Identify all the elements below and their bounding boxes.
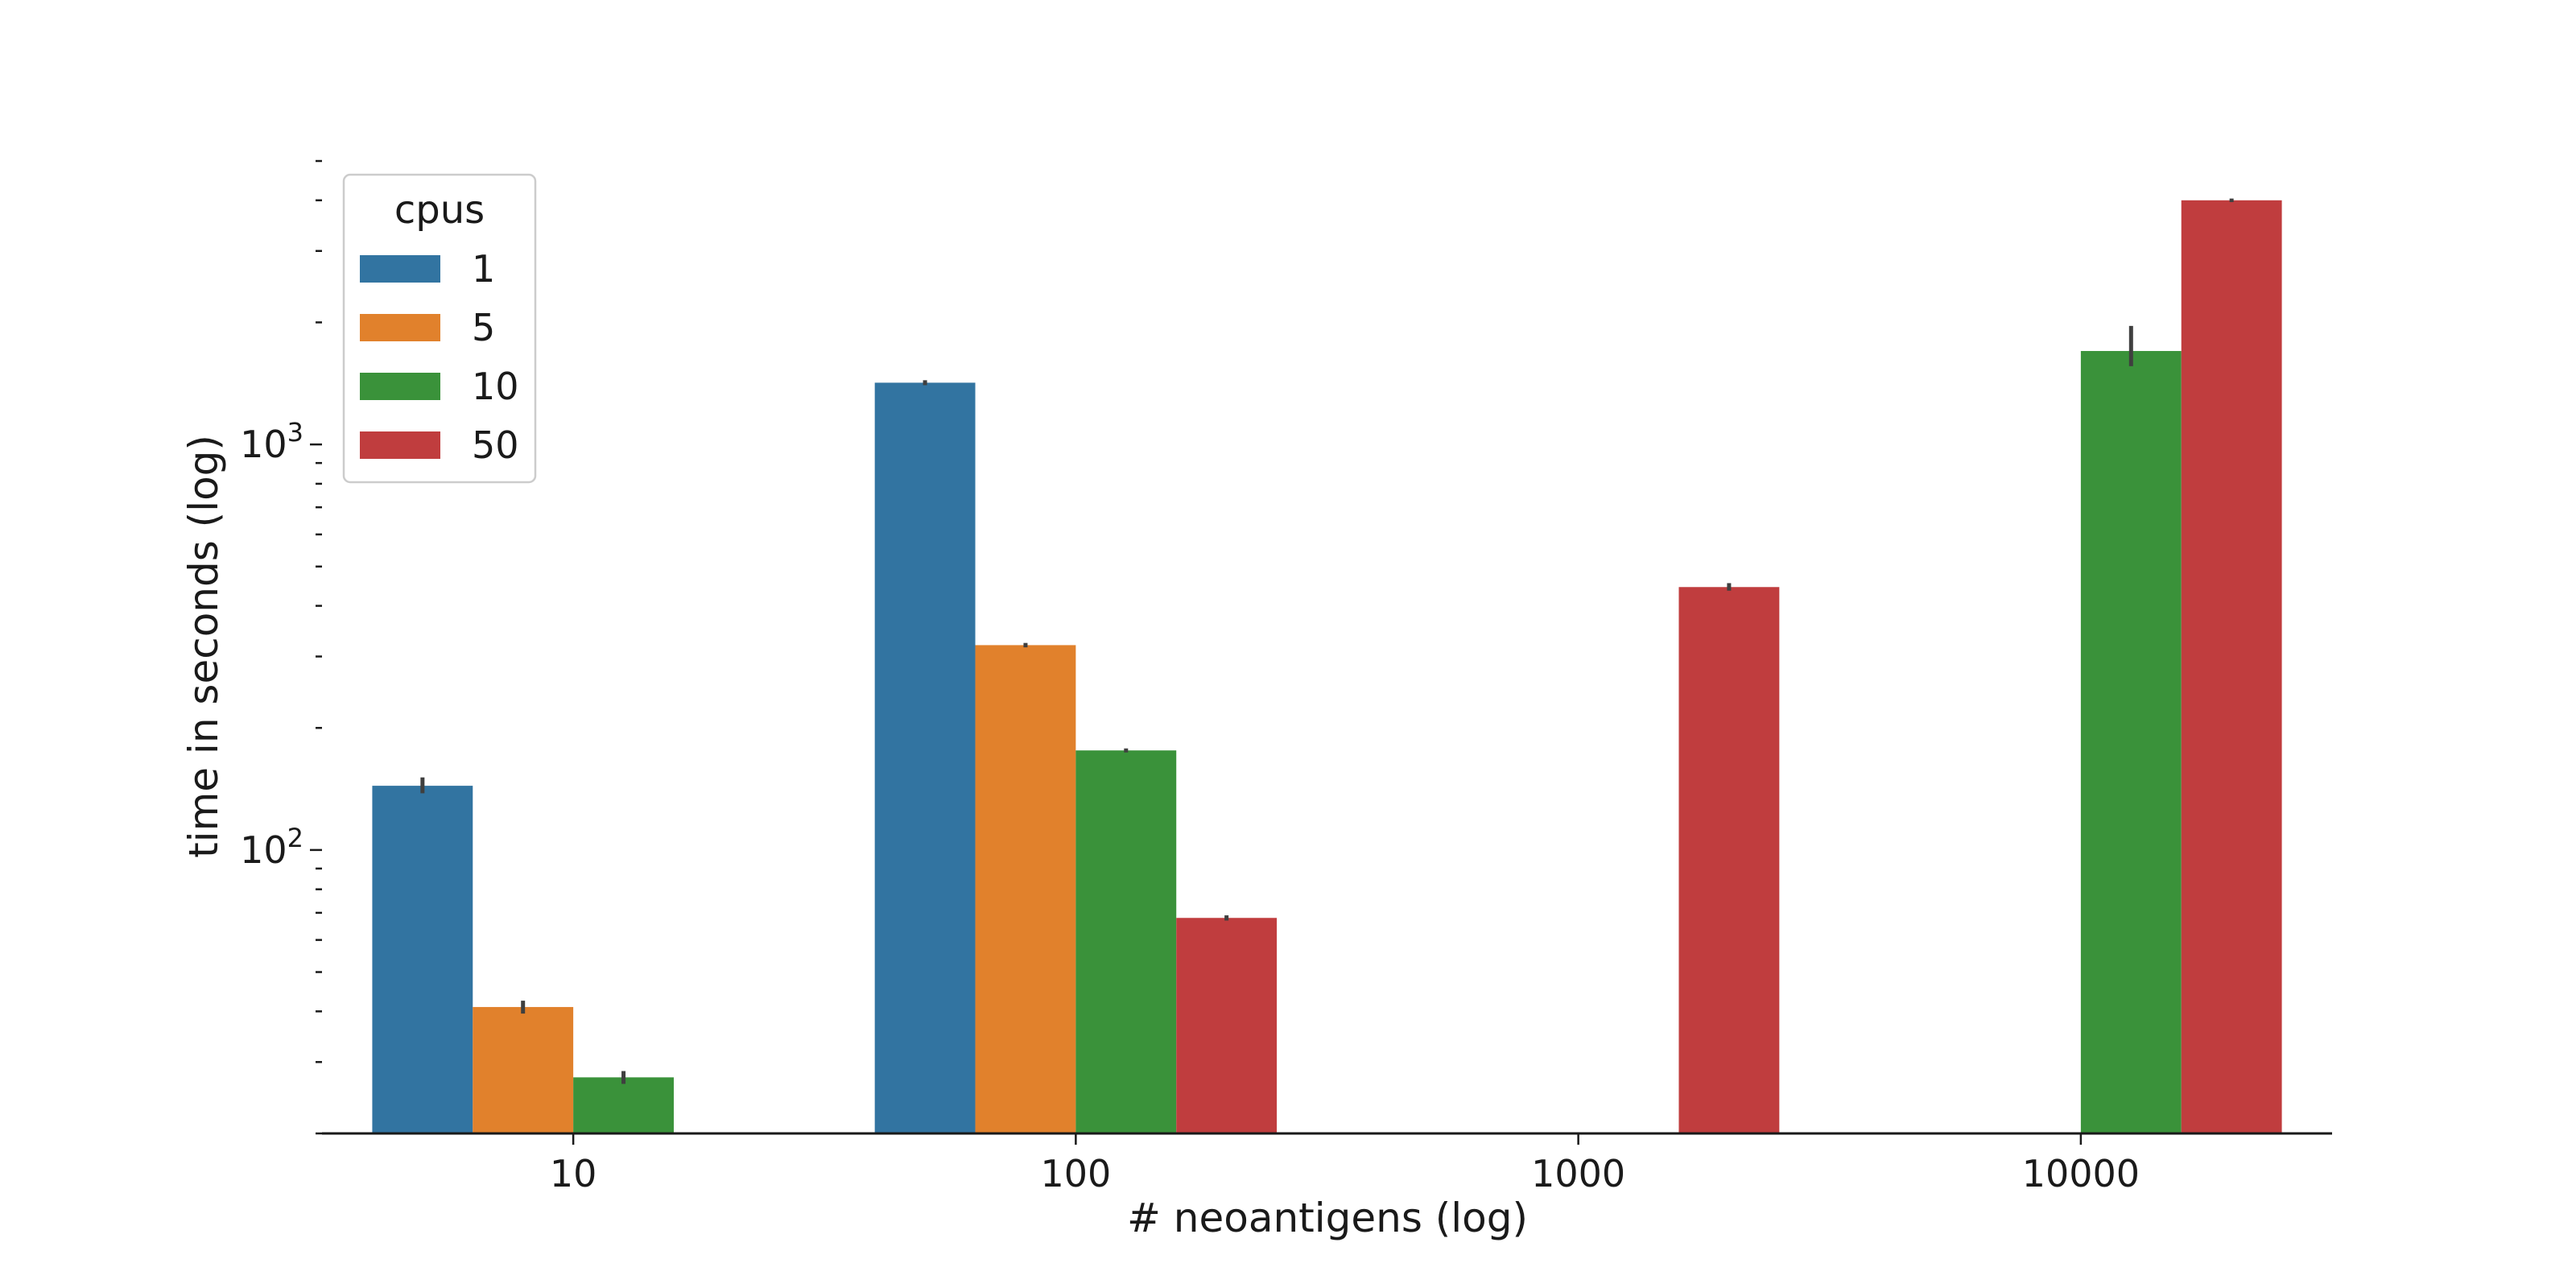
bar-50-cpus-1000 xyxy=(1678,587,1780,1133)
y-ticks-layer: 102 103 xyxy=(240,159,322,1135)
legend-label-10: 10 xyxy=(472,365,519,408)
bar-1-cpus-100 xyxy=(874,382,976,1133)
legend-items: 1 5 10 50 xyxy=(360,247,519,467)
bars-layer xyxy=(372,200,2282,1133)
legend-swatch-5 xyxy=(360,314,440,341)
x-tick-label: 1000 xyxy=(1531,1152,1625,1195)
x-tick-label: 100 xyxy=(1040,1152,1111,1195)
axes-layer xyxy=(322,1132,2332,1135)
legend-label-1: 1 xyxy=(472,247,495,291)
y-tick-label: 103 xyxy=(240,417,303,466)
bar-10-cpus-10000 xyxy=(2080,351,2182,1133)
bar-10-cpus-10 xyxy=(573,1077,674,1133)
y-axis-label: time in seconds (log) xyxy=(180,435,227,858)
legend-label-50: 50 xyxy=(472,423,519,467)
x-tick-label: 10 xyxy=(550,1152,597,1195)
bar-5-cpus-10 xyxy=(473,1006,574,1133)
legend-swatch-10 xyxy=(360,373,440,400)
legend-swatch-1 xyxy=(360,255,440,283)
legend-label-5: 5 xyxy=(472,306,495,349)
x-ticks-layer: 10 100 1000 10000 xyxy=(550,1133,2140,1195)
bar-50-cpus-100 xyxy=(1176,918,1278,1133)
error-bars-layer xyxy=(420,198,2234,1084)
x-tick-label: 10000 xyxy=(2022,1152,2140,1195)
bar-50-cpus-10000 xyxy=(2181,200,2282,1133)
x-axis-label: # neoantigens (log) xyxy=(1127,1195,1528,1241)
y-tick-label: 102 xyxy=(240,823,303,872)
bar-5-cpus-100 xyxy=(975,645,1076,1133)
legend-title: cpus xyxy=(394,188,485,233)
bar-1-cpus-10 xyxy=(372,786,473,1133)
legend: cpus 1 5 10 50 xyxy=(342,173,537,484)
bar-10-cpus-100 xyxy=(1075,750,1177,1133)
legend-swatch-50 xyxy=(360,431,440,459)
